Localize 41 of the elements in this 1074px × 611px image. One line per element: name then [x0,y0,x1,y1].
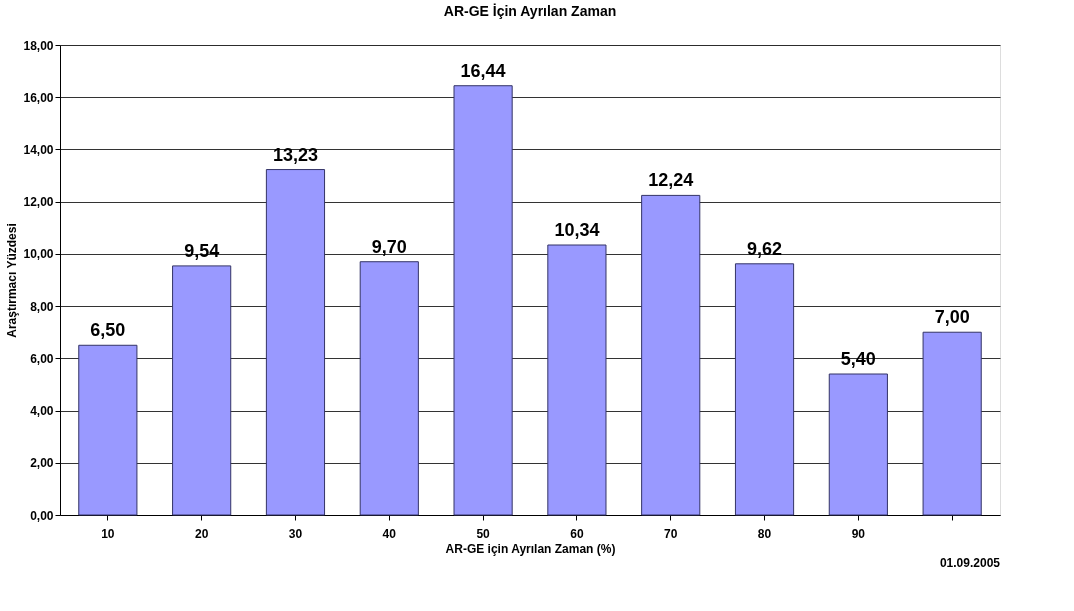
bar [922,331,982,516]
y-tick-label: 16,00 [23,90,54,105]
data-label: 16,44 [460,60,506,81]
x-tick-label: 30 [288,526,303,541]
x-tick-label: 40 [382,526,397,541]
x-tick-label: 50 [476,526,491,541]
data-label: 9,62 [747,238,783,259]
bar [453,85,513,516]
data-label: 12,24 [648,170,694,191]
x-tick-label: 60 [570,526,584,541]
bar [828,373,888,516]
y-tick-label: 8,00 [30,299,54,314]
text: 01.09.2005 [939,556,1001,570]
bar [172,265,232,516]
y-tick-label: 6,00 [30,351,54,366]
y-tick-label: 12,00 [23,195,54,210]
y-axis-title: Araştırmacı Yüzdesi [5,223,20,338]
x-tick-label: 80 [757,526,772,541]
y-tick-label: 4,00 [30,404,54,419]
y-tick-label: 18,00 [23,38,54,53]
y-tick-label: 0,00 [30,508,54,523]
bar [547,244,607,516]
data-label: 9,70 [371,236,407,257]
chart-title: AR-GE İçin Ayrılan Zaman [443,3,617,19]
y-tick-label: 10,00 [23,247,54,262]
x-tick-label: 20 [194,526,209,541]
x-axis-title: AR-GE için Ayrılan Zaman (%) [445,541,616,556]
x-tick-label: 90 [851,526,866,541]
x-tick-label: 10 [101,526,115,541]
bar [78,344,138,516]
data-label: 10,34 [554,220,600,241]
x-tick-label: 70 [664,526,678,541]
bar [265,169,326,516]
y-tick-label: 2,00 [30,456,54,471]
bar [641,194,701,516]
bar [359,261,419,516]
bar [734,263,795,516]
data-label: 7,00 [934,307,970,328]
data-label: 6,50 [90,320,126,341]
y-tick-label: 14,00 [23,142,54,157]
data-label: 13,23 [272,144,318,165]
